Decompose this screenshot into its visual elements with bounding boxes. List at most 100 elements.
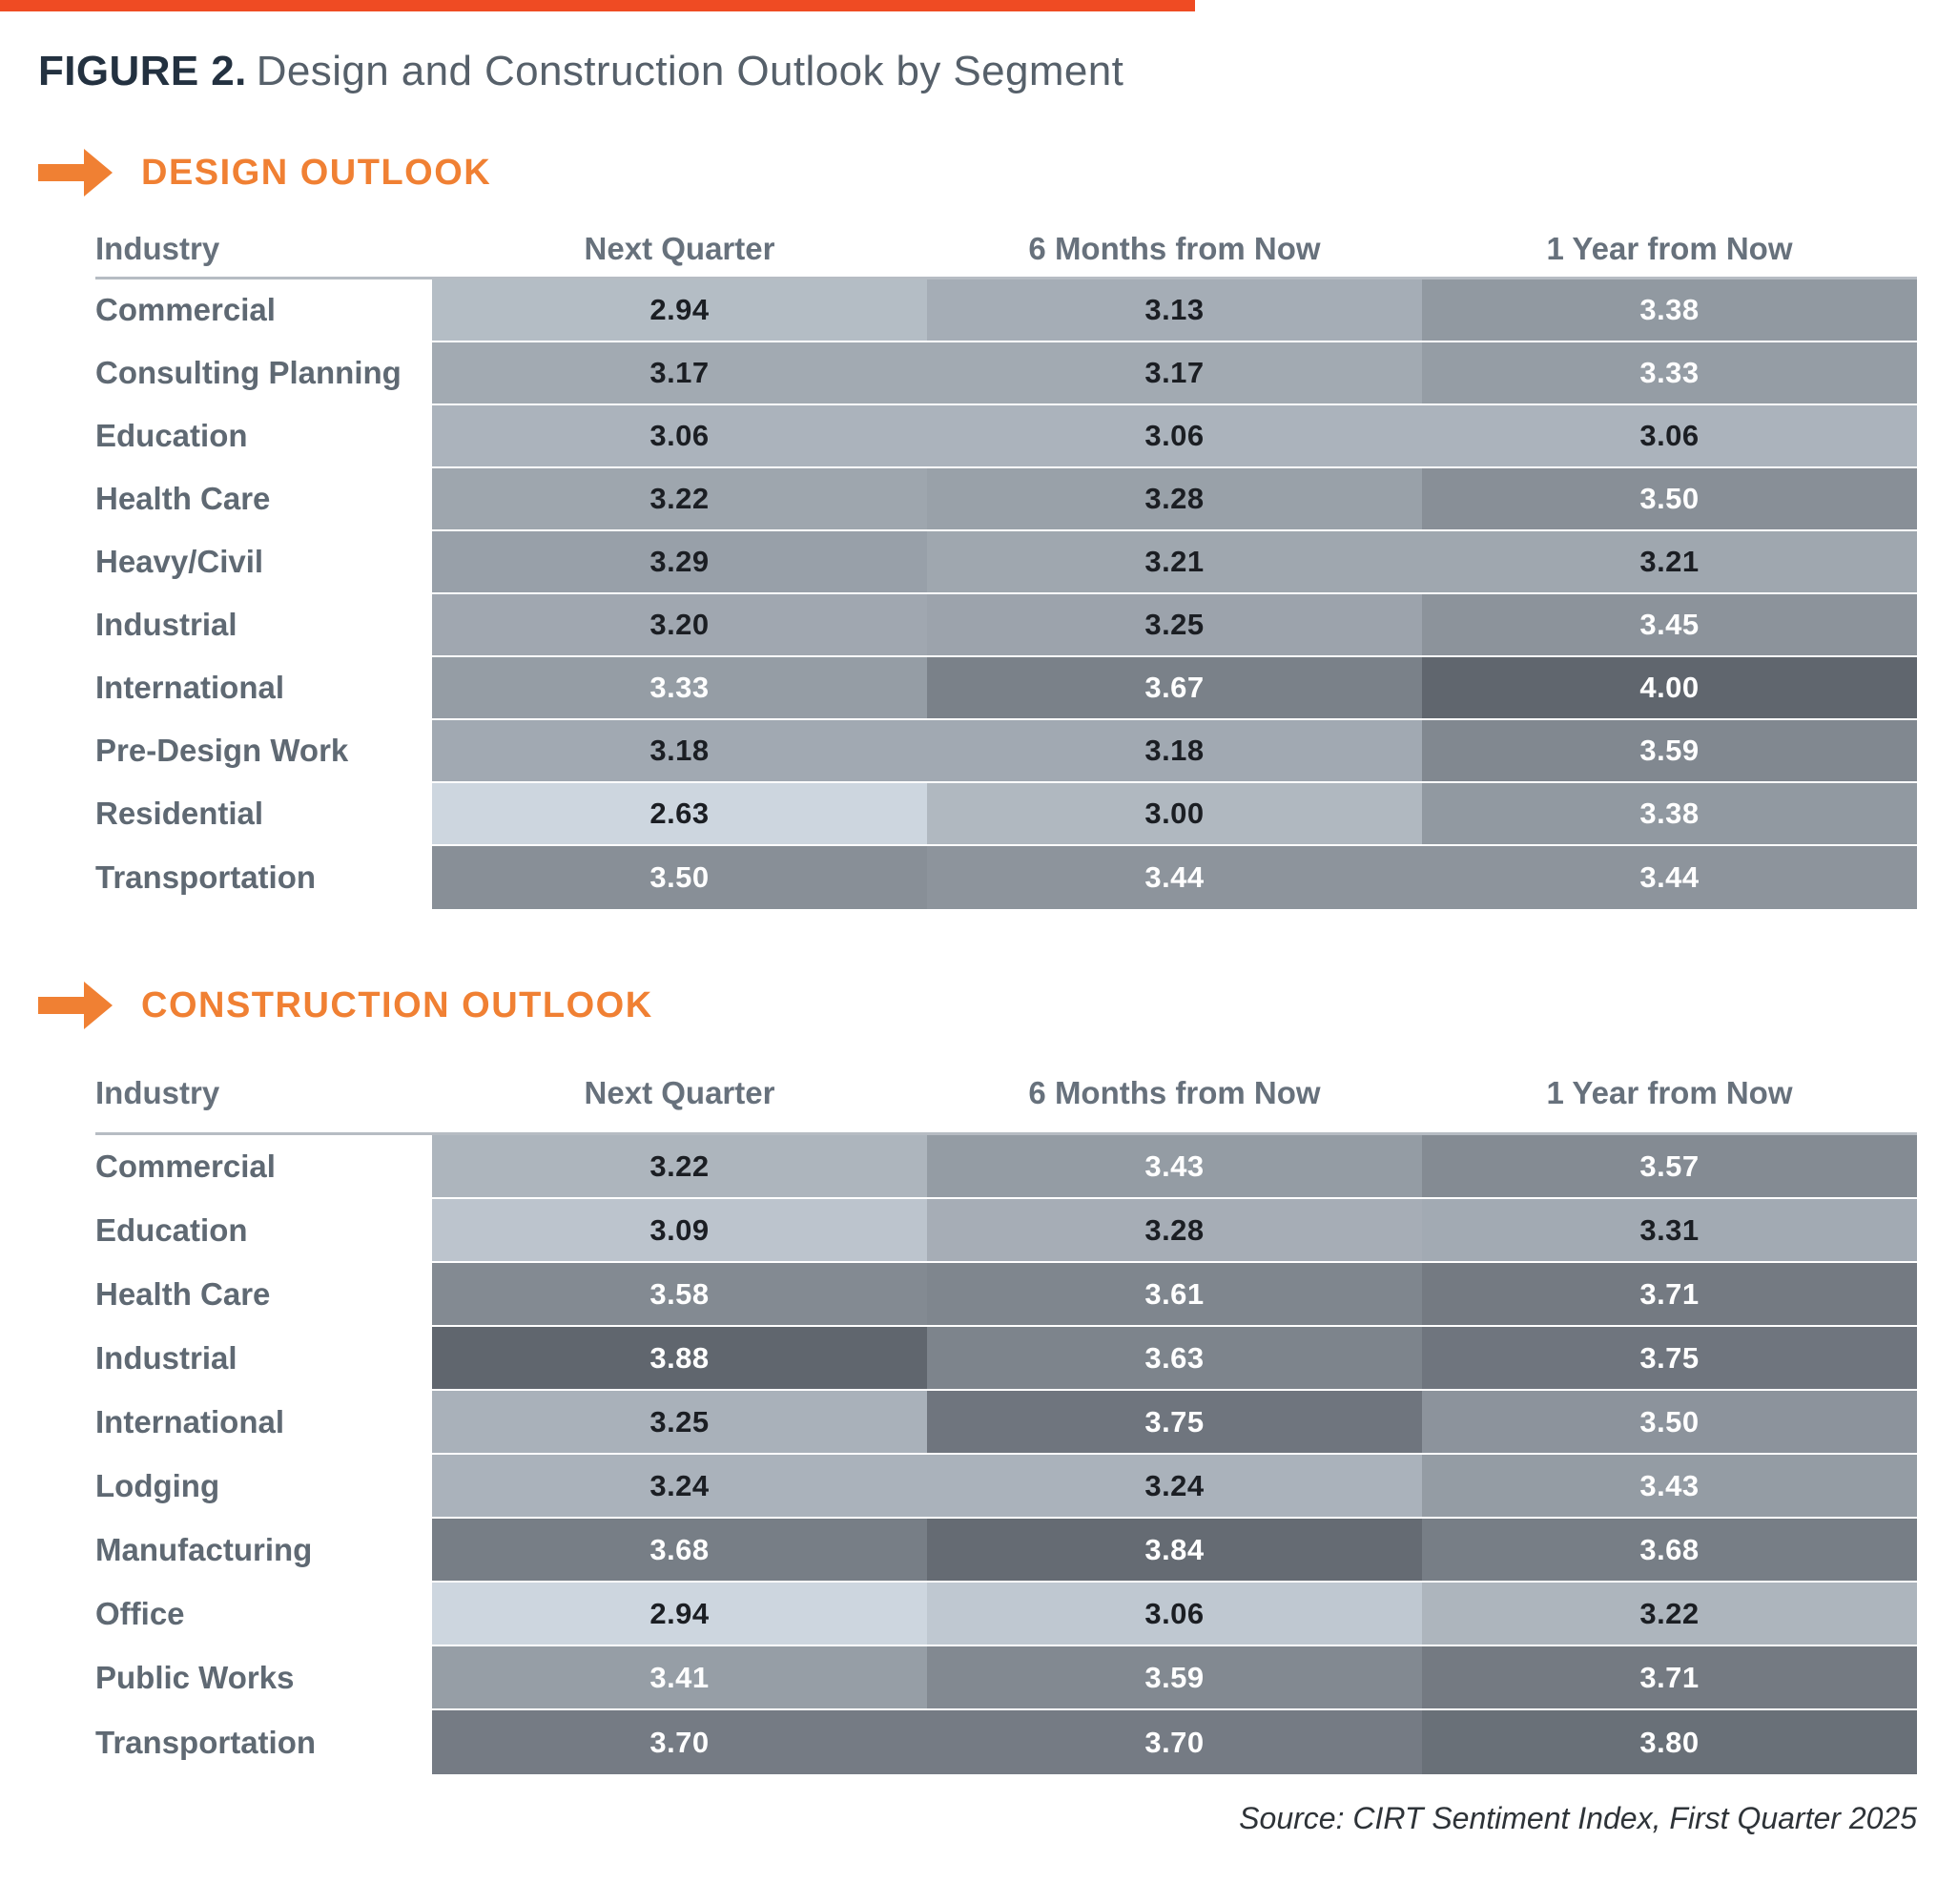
value-cell: 3.38 <box>1422 783 1917 844</box>
value-cell: 2.94 <box>432 279 927 341</box>
value-cell: 3.22 <box>1422 1583 1917 1645</box>
design-outlook-table: Industry Next Quarter 6 Months from Now 1 … <box>95 221 1917 909</box>
figure-title-text: Design and Construction Outlook by Segme… <box>256 48 1124 94</box>
row-label: Residential <box>95 783 432 844</box>
value-cell: 3.44 <box>927 846 1422 909</box>
table-row: Commercial 2.94 3.13 3.38 <box>95 279 1917 342</box>
table-row: Health Care 3.58 3.61 3.71 <box>95 1263 1917 1327</box>
right-arrow-icon <box>38 149 114 197</box>
value-cell: 3.68 <box>1422 1519 1917 1581</box>
table-header-row: Industry Next Quarter 6 Months from Now 1 … <box>95 221 1917 279</box>
column-header: 1 Year from Now <box>1546 231 1793 266</box>
value-cell: 3.88 <box>432 1327 927 1389</box>
value-cell: 3.57 <box>1422 1135 1917 1197</box>
value-cell: 3.80 <box>1422 1710 1917 1774</box>
row-label: Heavy/Civil <box>95 531 432 592</box>
value-cell: 3.21 <box>1422 531 1917 592</box>
value-cell: 3.06 <box>1422 405 1917 466</box>
row-label: Lodging <box>95 1455 432 1517</box>
row-label: Commercial <box>95 1135 432 1197</box>
value-cell: 3.00 <box>927 783 1422 844</box>
table-row: Commercial 3.22 3.43 3.57 <box>95 1135 1917 1199</box>
value-cell: 3.33 <box>432 657 927 718</box>
row-label: Education <box>95 1199 432 1261</box>
construction-outlook-table: Industry Next Quarter 6 Months from Now 1 … <box>95 1054 1917 1774</box>
value-cell: 3.17 <box>432 342 927 404</box>
section-header-design: DESIGN OUTLOOK <box>38 149 1958 197</box>
value-cell: 3.71 <box>1422 1263 1917 1325</box>
value-cell: 3.50 <box>432 846 927 909</box>
value-cell: 3.24 <box>927 1455 1422 1517</box>
column-header: 6 Months from Now <box>1028 231 1321 266</box>
row-label: Commercial <box>95 279 432 341</box>
value-cell: 2.94 <box>432 1583 927 1645</box>
table-row: Transportation 3.70 3.70 3.80 <box>95 1710 1917 1774</box>
value-cell: 3.09 <box>432 1199 927 1261</box>
value-cell: 3.70 <box>432 1710 927 1774</box>
row-label: Manufacturing <box>95 1519 432 1581</box>
table-row: Residential 2.63 3.00 3.38 <box>95 783 1917 846</box>
column-header: 1 Year from Now <box>1546 1075 1793 1110</box>
source-note: Source: CIRT Sentiment Index, First Quar… <box>1239 1801 1917 1835</box>
table-row: Transportation 3.50 3.44 3.44 <box>95 846 1917 909</box>
value-cell: 4.00 <box>1422 657 1917 718</box>
table-row: Education 3.09 3.28 3.31 <box>95 1199 1917 1263</box>
value-cell: 3.33 <box>1422 342 1917 404</box>
value-cell: 3.38 <box>1422 279 1917 341</box>
top-accent-bar <box>0 0 1195 11</box>
value-cell: 3.06 <box>927 405 1422 466</box>
value-cell: 3.13 <box>927 279 1422 341</box>
value-cell: 3.22 <box>432 468 927 529</box>
table-row: Industrial 3.20 3.25 3.45 <box>95 594 1917 657</box>
value-cell: 3.31 <box>1422 1199 1917 1261</box>
figure-title-prefix: FIGURE 2. <box>38 48 247 94</box>
value-cell: 3.63 <box>927 1327 1422 1389</box>
row-header-label: Industry <box>95 231 220 266</box>
value-cell: 3.61 <box>927 1263 1422 1325</box>
value-cell: 3.21 <box>927 531 1422 592</box>
column-header: Next Quarter <box>584 1075 775 1110</box>
right-arrow-icon <box>38 982 114 1029</box>
row-label: International <box>95 657 432 718</box>
row-label: Education <box>95 405 432 466</box>
value-cell: 3.25 <box>927 594 1422 655</box>
value-cell: 3.24 <box>432 1455 927 1517</box>
value-cell: 3.17 <box>927 342 1422 404</box>
value-cell: 3.18 <box>432 720 927 781</box>
row-label: Industrial <box>95 1327 432 1389</box>
row-label: Industrial <box>95 594 432 655</box>
table-row: Education 3.06 3.06 3.06 <box>95 405 1917 468</box>
value-cell: 3.43 <box>1422 1455 1917 1517</box>
row-label: Pre-Design Work <box>95 720 432 781</box>
table-row: Pre-Design Work 3.18 3.18 3.59 <box>95 720 1917 783</box>
row-header-label: Industry <box>95 1075 220 1110</box>
value-cell: 3.75 <box>927 1391 1422 1453</box>
value-cell: 3.06 <box>432 405 927 466</box>
row-label: Consulting Planning <box>95 342 432 404</box>
table-row: Industrial 3.88 3.63 3.75 <box>95 1327 1917 1391</box>
figure-title: FIGURE 2. Design and Construction Outlook… <box>38 48 1958 95</box>
section-header-construction: CONSTRUCTION OUTLOOK <box>38 982 1958 1029</box>
table-row: Public Works 3.41 3.59 3.71 <box>95 1646 1917 1710</box>
row-label: Office <box>95 1583 432 1645</box>
value-cell: 3.06 <box>927 1583 1422 1645</box>
value-cell: 3.43 <box>927 1135 1422 1197</box>
row-label: Health Care <box>95 1263 432 1325</box>
table-row: Lodging 3.24 3.24 3.43 <box>95 1455 1917 1519</box>
value-cell: 3.67 <box>927 657 1422 718</box>
value-cell: 3.45 <box>1422 594 1917 655</box>
table-row: International 3.33 3.67 4.00 <box>95 657 1917 720</box>
row-label: Transportation <box>95 846 432 909</box>
row-label: Public Works <box>95 1646 432 1708</box>
value-cell: 3.50 <box>1422 468 1917 529</box>
value-cell: 2.63 <box>432 783 927 844</box>
table-row: Consulting Planning 3.17 3.17 3.33 <box>95 342 1917 405</box>
column-header: Next Quarter <box>584 231 775 266</box>
table-row: International 3.25 3.75 3.50 <box>95 1391 1917 1455</box>
value-cell: 3.68 <box>432 1519 927 1581</box>
value-cell: 3.28 <box>927 1199 1422 1261</box>
value-cell: 3.29 <box>432 531 927 592</box>
column-header: 6 Months from Now <box>1028 1075 1321 1110</box>
value-cell: 3.58 <box>432 1263 927 1325</box>
value-cell: 3.59 <box>927 1646 1422 1708</box>
